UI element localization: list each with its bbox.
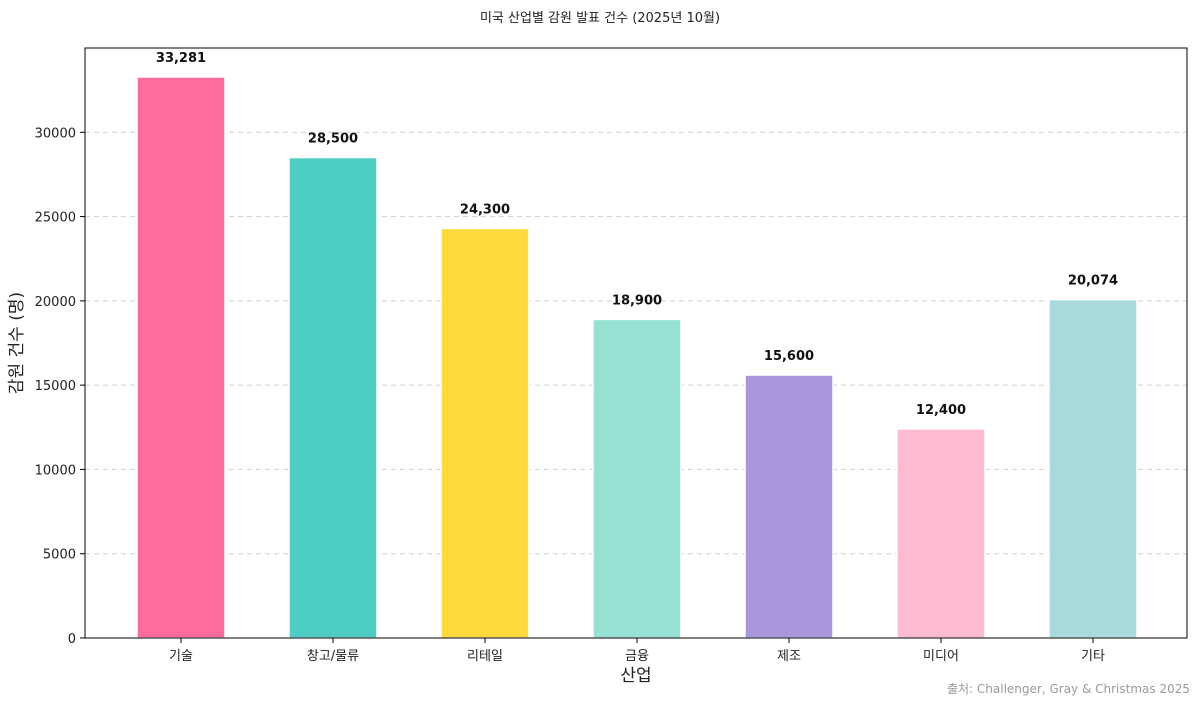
y-tick-label: 25000	[35, 211, 76, 226]
y-tick-label: 10000	[35, 463, 76, 478]
data-label: 15,600	[764, 349, 814, 364]
x-tick-label: 기술	[169, 649, 193, 664]
y-tick-label: 0	[68, 632, 76, 647]
bar-1	[136, 76, 226, 639]
data-label: 33,281	[156, 51, 206, 66]
bar-5	[744, 374, 834, 639]
x-tick-label: 기타	[1081, 649, 1105, 664]
y-tick-label: 5000	[43, 548, 76, 563]
y-tick-label: 20000	[35, 295, 76, 310]
x-tick-label: 제조	[777, 649, 801, 664]
y-axis-title: 감원 건수 (명)	[7, 292, 27, 394]
plot-frame	[84, 47, 1188, 639]
x-tick-label: 금융	[625, 649, 649, 664]
data-labels: 33,281 28,500 24,300 18,900 15,600 12,400 20,0…	[156, 51, 1118, 418]
y-tick-label: 30000	[35, 126, 76, 141]
y-tick-label: 15000	[35, 379, 76, 394]
bar-3	[440, 227, 530, 639]
bar-4	[592, 318, 682, 639]
x-tick-label: 미디어	[923, 649, 959, 664]
bar-7	[1048, 298, 1138, 639]
x-axis-title: 산업	[620, 666, 651, 686]
data-label: 24,300	[460, 202, 510, 217]
data-label: 20,074	[1068, 274, 1118, 289]
y-axis-ticks: 0 5000 10000 15000 20000 25000 30000	[35, 126, 85, 647]
chart-title: 미국 산업별 감원 발표 건수 (2025년 10월)	[479, 11, 721, 26]
data-label: 12,400	[916, 403, 966, 418]
data-label: 18,900	[612, 293, 662, 308]
x-axis-ticks: 기술 창고/물류 리테일 금융 제조 미디어 기타	[169, 638, 1105, 664]
bar-6	[896, 428, 986, 639]
x-tick-label: 창고/물류	[307, 649, 359, 664]
data-label: 28,500	[308, 132, 358, 147]
x-tick-label: 리테일	[467, 649, 503, 664]
bar-2	[288, 156, 378, 639]
source-note: 출처: Challenger, Gray & Christmas 2025	[946, 682, 1190, 696]
bars	[136, 76, 1138, 639]
